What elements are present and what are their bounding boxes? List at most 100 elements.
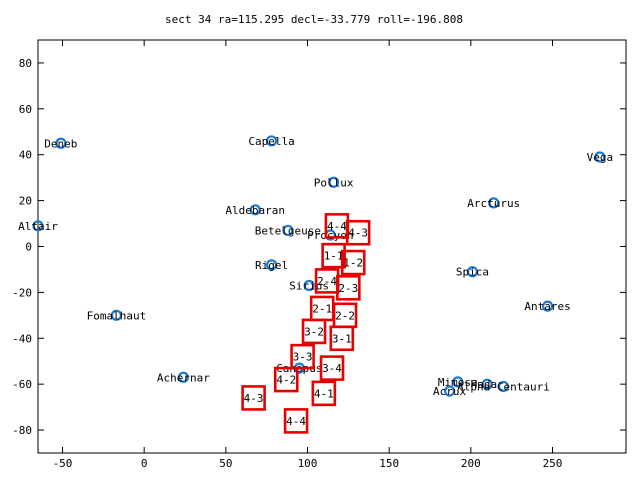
star-marker xyxy=(481,378,493,390)
star-point: Sirius xyxy=(289,280,329,293)
sector-box-label: 2-2 xyxy=(335,309,355,322)
sector-box-layer: 4-44-31-11-22-42-32-12-23-23-13-33-44-24… xyxy=(241,213,371,434)
sector-box-label: 4-3 xyxy=(348,227,368,240)
star-marker xyxy=(282,224,294,237)
star-point: Betelgeuse xyxy=(255,224,321,237)
star-label: Vega xyxy=(587,151,614,164)
sector-box: 2-3 xyxy=(336,274,361,301)
star-marker xyxy=(303,279,315,292)
y-tick-label: -60 xyxy=(12,378,32,391)
x-tick-label: 0 xyxy=(141,457,148,470)
star-label: Mimosa xyxy=(438,376,478,389)
sector-box-outline xyxy=(283,408,309,434)
y-tick-label: 0 xyxy=(25,241,32,254)
sector-box-label: 3-4 xyxy=(322,362,342,375)
star-label: Procyon xyxy=(307,229,353,242)
star-point: Acrux xyxy=(433,385,466,398)
star-marker xyxy=(249,204,261,216)
star-point: Deneb xyxy=(44,137,77,150)
sector-box-outline xyxy=(311,380,337,407)
star-label: Sirius xyxy=(289,280,329,293)
x-tick-label: 100 xyxy=(298,457,318,470)
y-tick-label: 60 xyxy=(19,103,32,116)
sector-box-outline xyxy=(340,249,366,276)
star-label: Acrux xyxy=(433,385,466,398)
star-label: Arcturus xyxy=(467,197,520,210)
sector-box-outline xyxy=(241,385,266,411)
y-axis: 80 60 40 20 0 -20 -40 -60 -80 xyxy=(12,57,626,437)
sector-box-label: 2-3 xyxy=(338,282,358,295)
sector-box-label: 4-4 xyxy=(286,415,306,428)
sector-box-label: 1-2 xyxy=(343,257,363,270)
sector-box-outline xyxy=(273,366,299,393)
y-tick-label: 40 xyxy=(19,149,32,162)
star-point: Pollux xyxy=(314,176,354,189)
sector-box: 1-1 xyxy=(321,242,346,269)
star-marker xyxy=(110,309,123,321)
star-label: Betelgeuse xyxy=(255,224,321,237)
star-label: Hadar xyxy=(471,378,504,391)
star-marker xyxy=(328,176,340,188)
star-marker xyxy=(452,376,464,388)
x-tick-label: -50 xyxy=(53,457,73,470)
sector-box-label: 4-4 xyxy=(327,220,347,233)
y-tick-label: 20 xyxy=(19,195,32,208)
sector-box: 1-2 xyxy=(340,249,366,276)
sector-box-outline xyxy=(329,325,355,352)
star-label: Capella xyxy=(248,135,294,148)
star-marker xyxy=(541,300,554,312)
star-point: Spica xyxy=(456,266,489,279)
sector-box-label: 3-2 xyxy=(304,325,324,338)
x-tick-label: 250 xyxy=(543,457,563,470)
star-marker xyxy=(55,137,67,149)
sector-box: 4-3 xyxy=(241,385,266,411)
sector-box: 3-1 xyxy=(329,325,355,352)
chart-title: sect 34 ra=115.295 decl=-33.779 roll=-19… xyxy=(165,13,463,26)
sector-box: 3-3 xyxy=(290,343,315,370)
star-label: Spica xyxy=(456,266,489,279)
sector-box-label: 4-2 xyxy=(276,374,296,387)
sector-box-label: 3-1 xyxy=(332,332,352,345)
sector-box-outline xyxy=(319,355,345,381)
sector-box-outline xyxy=(321,242,346,269)
x-tick-label: 150 xyxy=(379,457,399,470)
sector-box-outline xyxy=(345,219,371,246)
star-marker xyxy=(32,220,44,232)
star-point: Alpha Centauri xyxy=(457,380,550,393)
sector-box-outline xyxy=(290,343,315,370)
star-point: Arcturus xyxy=(467,197,520,210)
sector-box-outline xyxy=(301,318,327,345)
sector-box-label: 4-3 xyxy=(244,392,264,405)
sector-box-outline xyxy=(336,274,361,301)
star-label: Pollux xyxy=(314,176,354,189)
x-axis: -50 0 50 100 150 200 250 xyxy=(53,40,563,470)
sector-box: 2-1 xyxy=(309,295,335,322)
x-tick-label: 200 xyxy=(461,457,481,470)
star-point: Capella xyxy=(248,135,294,148)
sector-box-label: 2-1 xyxy=(312,302,332,315)
y-tick-label: 80 xyxy=(19,57,32,70)
star-label: Deneb xyxy=(44,137,77,150)
star-label: Antares xyxy=(524,300,570,313)
star-marker xyxy=(177,371,189,383)
y-tick-label: -40 xyxy=(12,332,32,345)
star-point: Mimosa xyxy=(438,376,478,389)
star-point: Antares xyxy=(524,300,570,313)
star-marker xyxy=(265,259,278,271)
sector-box-label: 3-3 xyxy=(293,351,313,364)
star-layer: Deneb Capella Vega Pollux Arcturus Aldebaran A… xyxy=(18,135,613,398)
star-marker xyxy=(594,151,606,163)
star-marker xyxy=(444,385,456,397)
star-point: Vega xyxy=(587,151,614,164)
star-point: Fomalhaut xyxy=(87,309,147,322)
sector-box: 3-4 xyxy=(319,355,345,381)
star-point: Aldebaran xyxy=(225,204,285,217)
sector-box-label: 1-1 xyxy=(324,250,344,263)
sector-box-label: 2-4 xyxy=(317,275,337,288)
sector-box: 4-1 xyxy=(311,380,337,407)
star-point: Hadar xyxy=(471,378,504,391)
star-marker xyxy=(497,380,510,393)
star-marker xyxy=(466,266,479,278)
y-tick-label: -80 xyxy=(12,424,32,437)
